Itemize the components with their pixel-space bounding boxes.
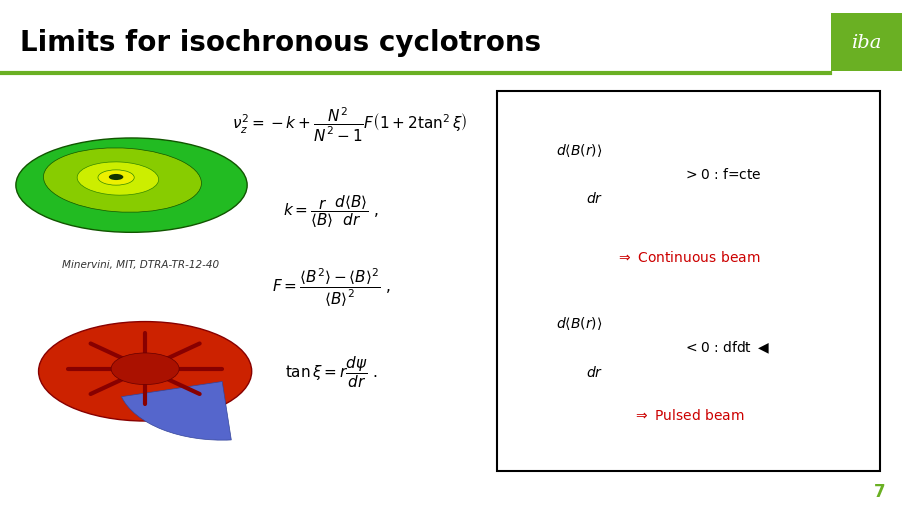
Text: $F = \dfrac{\langle B^2\rangle - \langle B\rangle^2}{\langle B\rangle^2}\ ,$: $F = \dfrac{\langle B^2\rangle - \langle… [271, 267, 391, 308]
Text: $\Rightarrow$ Pulsed beam: $\Rightarrow$ Pulsed beam [632, 407, 745, 422]
Text: $dr$: $dr$ [586, 364, 603, 379]
Text: $d\langle B(r)\rangle$: $d\langle B(r)\rangle$ [556, 142, 602, 159]
Text: $\tan\xi = r\dfrac{d\psi}{dr}\ .$: $\tan\xi = r\dfrac{d\psi}{dr}\ .$ [285, 354, 377, 389]
Text: $k = \dfrac{r}{\langle B\rangle}\dfrac{d\langle B\rangle}{dr}\ ,$: $k = \dfrac{r}{\langle B\rangle}\dfrac{d… [283, 193, 379, 230]
Text: Limits for isochronous cyclotrons: Limits for isochronous cyclotrons [20, 30, 541, 57]
Text: iba: iba [851, 34, 882, 52]
Ellipse shape [77, 162, 159, 196]
Wedge shape [122, 382, 231, 440]
Text: 7: 7 [873, 482, 885, 500]
Text: $< 0$ : dfdt $\blacktriangleleft$: $< 0$ : dfdt $\blacktriangleleft$ [683, 339, 770, 355]
Text: $dr$: $dr$ [586, 191, 603, 206]
Text: $\nu_z^2 = -k + \dfrac{N^2}{N^2-1}F\left(1 + 2\tan^2\xi\right)$: $\nu_z^2 = -k + \dfrac{N^2}{N^2-1}F\left… [231, 106, 467, 144]
Text: Minervini, MIT, DTRA-TR-12-40: Minervini, MIT, DTRA-TR-12-40 [62, 260, 219, 270]
FancyBboxPatch shape [497, 92, 880, 471]
Ellipse shape [16, 138, 247, 233]
Ellipse shape [38, 322, 251, 421]
Ellipse shape [44, 149, 201, 213]
Text: $> 0$ : f=cte: $> 0$ : f=cte [683, 166, 762, 182]
Text: $\Rightarrow$ Continuous beam: $\Rightarrow$ Continuous beam [616, 249, 761, 265]
Ellipse shape [98, 171, 134, 186]
FancyBboxPatch shape [831, 14, 902, 72]
Ellipse shape [111, 353, 179, 385]
Text: $d\langle B(r)\rangle$: $d\langle B(r)\rangle$ [556, 315, 602, 332]
Ellipse shape [109, 175, 123, 181]
